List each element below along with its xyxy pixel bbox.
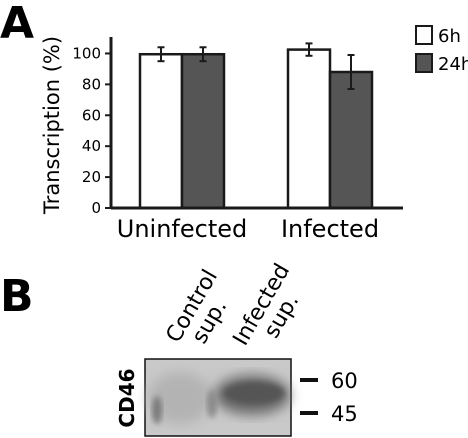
y-axis-title: Transcription (%) <box>40 36 64 215</box>
marker-label-60: 60 <box>331 369 358 393</box>
y-tick-label-0: 0 <box>91 199 101 217</box>
blot-band-infected-core <box>224 382 284 404</box>
error-bar-uninfected-6h <box>157 46 165 63</box>
bars-group <box>138 48 374 210</box>
western-blot <box>144 358 292 437</box>
legend-swatch-24h <box>415 53 433 73</box>
bar-uninfected-24h <box>180 52 226 210</box>
y-tick-labels-group: 0 20 40 60 80 100 <box>72 44 101 217</box>
protein-label-cd46: CD46 <box>115 368 139 427</box>
bar-uninfected-6h <box>138 52 184 210</box>
x-category-labels-group: Uninfected Infected <box>117 215 379 243</box>
y-tick-label-20: 20 <box>82 168 101 186</box>
panel-b-letter: B <box>0 271 34 322</box>
error-bar-infected-6h <box>305 42 313 57</box>
error-bars-group <box>157 42 355 90</box>
bar-chart: 0 20 40 60 80 100 Uninfected Infected Transcri… <box>40 25 468 243</box>
error-bar-uninfected-24h <box>199 46 207 63</box>
legend-swatch-6h <box>415 25 433 45</box>
y-tick-label-60: 60 <box>82 106 101 124</box>
y-tick-label-100: 100 <box>72 44 101 62</box>
y-ticks-group <box>105 52 111 209</box>
legend-label-24h: 24h <box>438 54 468 75</box>
blot-smear-mid <box>207 390 217 418</box>
marker-label-45: 45 <box>331 402 358 426</box>
x-category-label-infected: Infected <box>281 215 379 243</box>
bar-infected-24h <box>328 70 374 210</box>
blot-haze-control <box>148 372 212 424</box>
blot-smear-left <box>152 396 162 424</box>
lane-label-control: Control sup. <box>162 260 247 359</box>
error-bar-infected-24h <box>347 54 355 90</box>
y-tick-label-80: 80 <box>82 75 101 93</box>
legend-label-6h: 6h <box>438 26 461 47</box>
bar-infected-6h <box>286 48 332 210</box>
x-category-label-uninfected: Uninfected <box>117 215 247 243</box>
lane-label-infected: Infected sup. <box>229 254 319 362</box>
panel-a-letter: A <box>0 0 34 49</box>
y-tick-label-40: 40 <box>82 137 101 155</box>
